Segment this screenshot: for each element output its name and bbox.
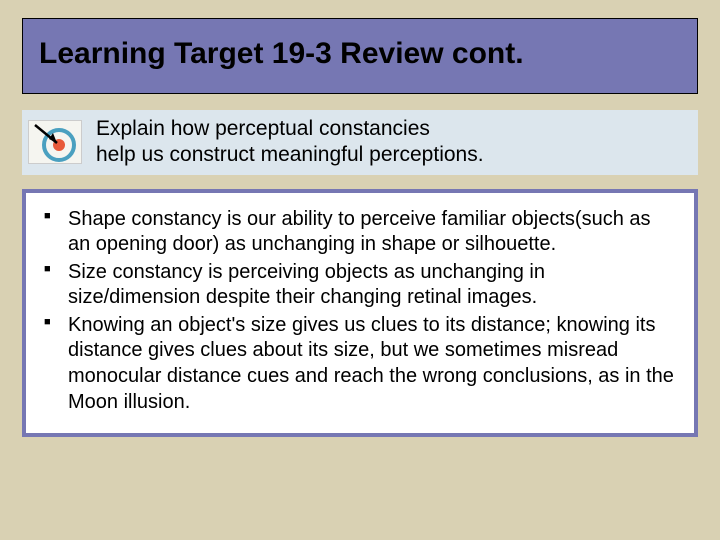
- prompt-box: Explain how perceptual constancies help …: [22, 110, 698, 175]
- prompt-line1: Explain how perceptual constancies: [96, 117, 430, 140]
- list-item: Knowing an object's size gives us clues …: [44, 313, 676, 415]
- list-item: Size constancy is perceiving objects as …: [44, 260, 676, 311]
- list-item: Shape constancy is our ability to percei…: [44, 207, 676, 258]
- prompt-text: Explain how perceptual constancies help …: [96, 116, 484, 169]
- slide-container: Learning Target 19-3 Review cont. Explai…: [0, 0, 720, 540]
- content-list: Shape constancy is our ability to percei…: [44, 207, 676, 416]
- prompt-line2: help us construct meaningful perceptions…: [96, 143, 484, 166]
- title-box: Learning Target 19-3 Review cont.: [22, 18, 698, 94]
- target-arrow-icon: [28, 120, 82, 164]
- slide-title: Learning Target 19-3 Review cont.: [39, 37, 681, 71]
- content-box: Shape constancy is our ability to percei…: [22, 189, 698, 438]
